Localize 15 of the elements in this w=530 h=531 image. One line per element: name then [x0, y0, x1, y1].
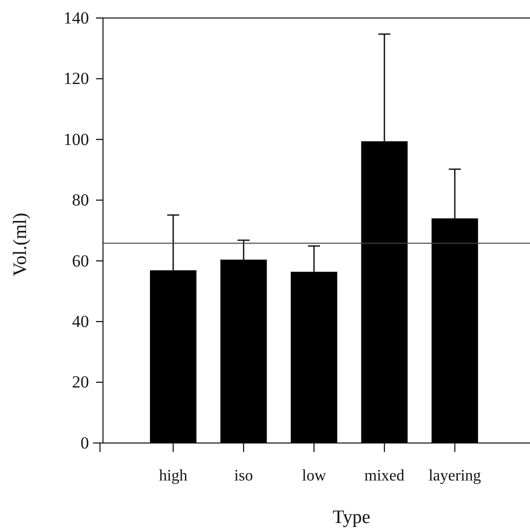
y-tick-label: 80 — [72, 190, 89, 210]
y-tick-label: 40 — [72, 312, 89, 332]
x-tick-label: low — [302, 468, 326, 485]
y-axis-title: Vol.(ml) — [10, 212, 31, 276]
y-tick-label: 100 — [64, 130, 89, 149]
x-axis-title: Type — [332, 507, 370, 528]
x-tick-label: mixed — [364, 468, 404, 485]
y-tick-label: 0 — [80, 433, 89, 452]
y-tick-label: 20 — [72, 372, 89, 392]
x-tick-label: high — [158, 468, 188, 485]
x-tick-label: iso — [234, 468, 253, 485]
x-tick-label: layering — [428, 468, 482, 485]
y-tick-label: 60 — [72, 251, 89, 270]
y-tick-label: 140 — [64, 8, 89, 28]
y-tick-label: 120 — [64, 69, 89, 88]
